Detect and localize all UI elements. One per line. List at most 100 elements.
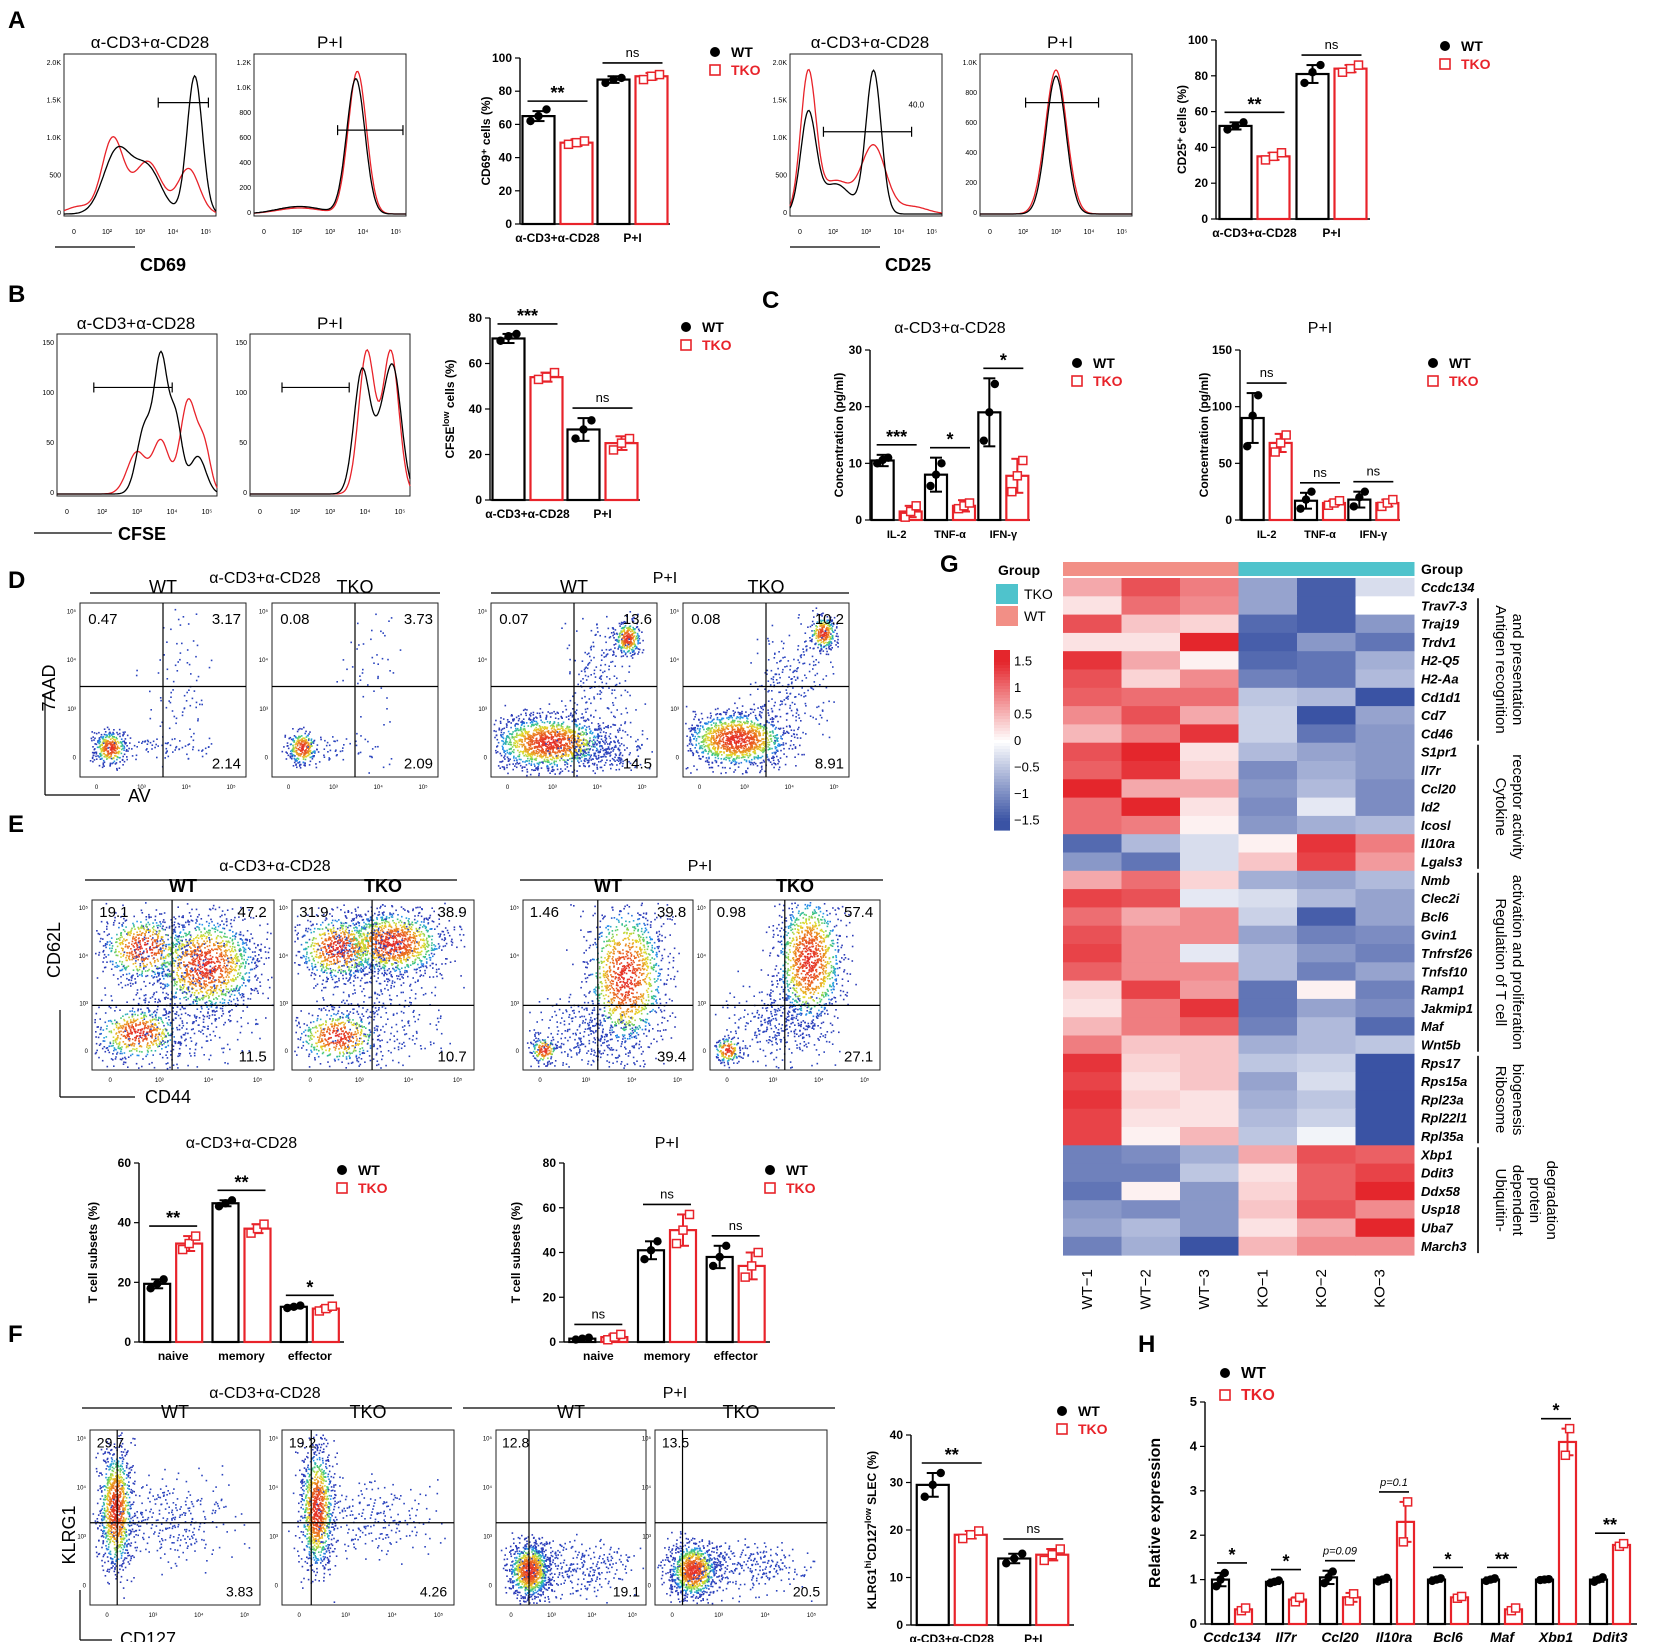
event-dot xyxy=(599,676,602,678)
event-dot xyxy=(614,684,617,687)
event-dot xyxy=(506,749,508,752)
event-dot xyxy=(541,721,544,723)
y-tick-label: 10⁵ xyxy=(478,608,488,615)
event-dot xyxy=(502,740,505,743)
event-dot xyxy=(599,690,601,692)
y-tick-label: 0 xyxy=(505,217,512,231)
event-dot xyxy=(593,669,596,672)
event-dot xyxy=(545,714,548,717)
event-dot xyxy=(553,741,555,744)
event-dot xyxy=(529,745,532,747)
event-dot xyxy=(770,738,773,740)
event-dot xyxy=(562,711,564,713)
event-dot xyxy=(614,735,617,738)
event-dot xyxy=(759,733,761,735)
event-dot xyxy=(192,640,195,642)
y-tick-label: 0 xyxy=(243,490,247,497)
event-dot xyxy=(536,739,538,742)
event-dot xyxy=(756,745,758,747)
event-dot xyxy=(604,749,607,751)
event-dot xyxy=(712,771,714,773)
event-dot xyxy=(541,744,544,747)
event-dot xyxy=(565,708,568,711)
quadrant-value: 13.6 xyxy=(623,611,652,628)
event-dot xyxy=(628,634,631,636)
event-dot xyxy=(533,746,536,748)
event-dot xyxy=(720,732,723,734)
event-dot xyxy=(310,743,312,745)
event-dot xyxy=(535,745,537,748)
event-dot xyxy=(107,752,109,755)
event-dot xyxy=(527,755,529,758)
event-dot xyxy=(550,742,553,744)
event-dot xyxy=(754,743,757,745)
event-dot xyxy=(714,756,717,759)
event-dot xyxy=(819,643,822,645)
event-dot xyxy=(621,665,624,668)
event-dot xyxy=(729,733,732,735)
event-dot xyxy=(744,738,746,740)
event-dot xyxy=(561,756,563,759)
event-dot xyxy=(742,751,745,754)
event-dot xyxy=(518,755,521,758)
event-dot xyxy=(527,738,530,740)
event-dot xyxy=(300,753,303,755)
event-dot xyxy=(518,758,521,761)
event-dot xyxy=(591,740,593,743)
significance-label: ** xyxy=(1603,1515,1617,1535)
event-dot xyxy=(497,765,500,767)
data-point xyxy=(1276,148,1287,158)
event-dot xyxy=(500,734,502,737)
event-dot xyxy=(610,767,612,770)
event-dot xyxy=(532,752,534,754)
event-dot xyxy=(102,742,105,744)
event-dot xyxy=(636,749,638,752)
event-dot xyxy=(585,758,588,760)
event-dot xyxy=(715,727,717,729)
event-dot xyxy=(579,744,581,746)
event-dot xyxy=(286,745,289,747)
event-dot xyxy=(494,736,496,739)
event-dot xyxy=(532,734,534,736)
x-category-label: effector xyxy=(288,1349,332,1363)
event-dot xyxy=(152,740,155,743)
event-dot xyxy=(719,751,721,754)
event-dot xyxy=(626,734,629,736)
event-dot xyxy=(789,744,792,747)
event-dot xyxy=(746,749,749,752)
event-dot xyxy=(588,728,591,730)
event-dot xyxy=(609,737,612,740)
event-dot xyxy=(705,750,707,752)
event-dot xyxy=(112,731,114,734)
event-dot xyxy=(528,744,531,747)
event-dot xyxy=(558,747,560,750)
significance-label: * xyxy=(306,1277,313,1297)
event-dot xyxy=(507,743,510,745)
legend-wt-marker xyxy=(337,1165,347,1175)
x-tick-label: 10⁵ xyxy=(226,784,236,791)
x-tick-label: 0 xyxy=(95,785,99,791)
event-dot xyxy=(556,738,559,741)
event-dot xyxy=(635,740,637,743)
event-dot xyxy=(123,745,125,748)
data-point xyxy=(609,75,618,84)
event-dot xyxy=(571,731,574,733)
event-dot xyxy=(518,717,521,720)
event-dot xyxy=(595,755,597,758)
event-dot xyxy=(703,740,706,743)
x-tick-label: 10⁵ xyxy=(1117,229,1128,236)
event-dot xyxy=(751,738,754,741)
event-dot xyxy=(102,764,105,766)
data-point xyxy=(715,1252,724,1262)
event-dot xyxy=(598,751,600,754)
event-dot xyxy=(689,749,692,752)
event-dot xyxy=(506,751,509,754)
event-dot xyxy=(717,753,720,755)
event-dot xyxy=(751,726,753,729)
event-dot xyxy=(387,658,389,661)
event-dot xyxy=(521,751,524,753)
event-dot xyxy=(719,733,722,736)
event-dot xyxy=(530,735,532,737)
event-dot xyxy=(99,741,102,743)
event-dot xyxy=(507,772,509,775)
